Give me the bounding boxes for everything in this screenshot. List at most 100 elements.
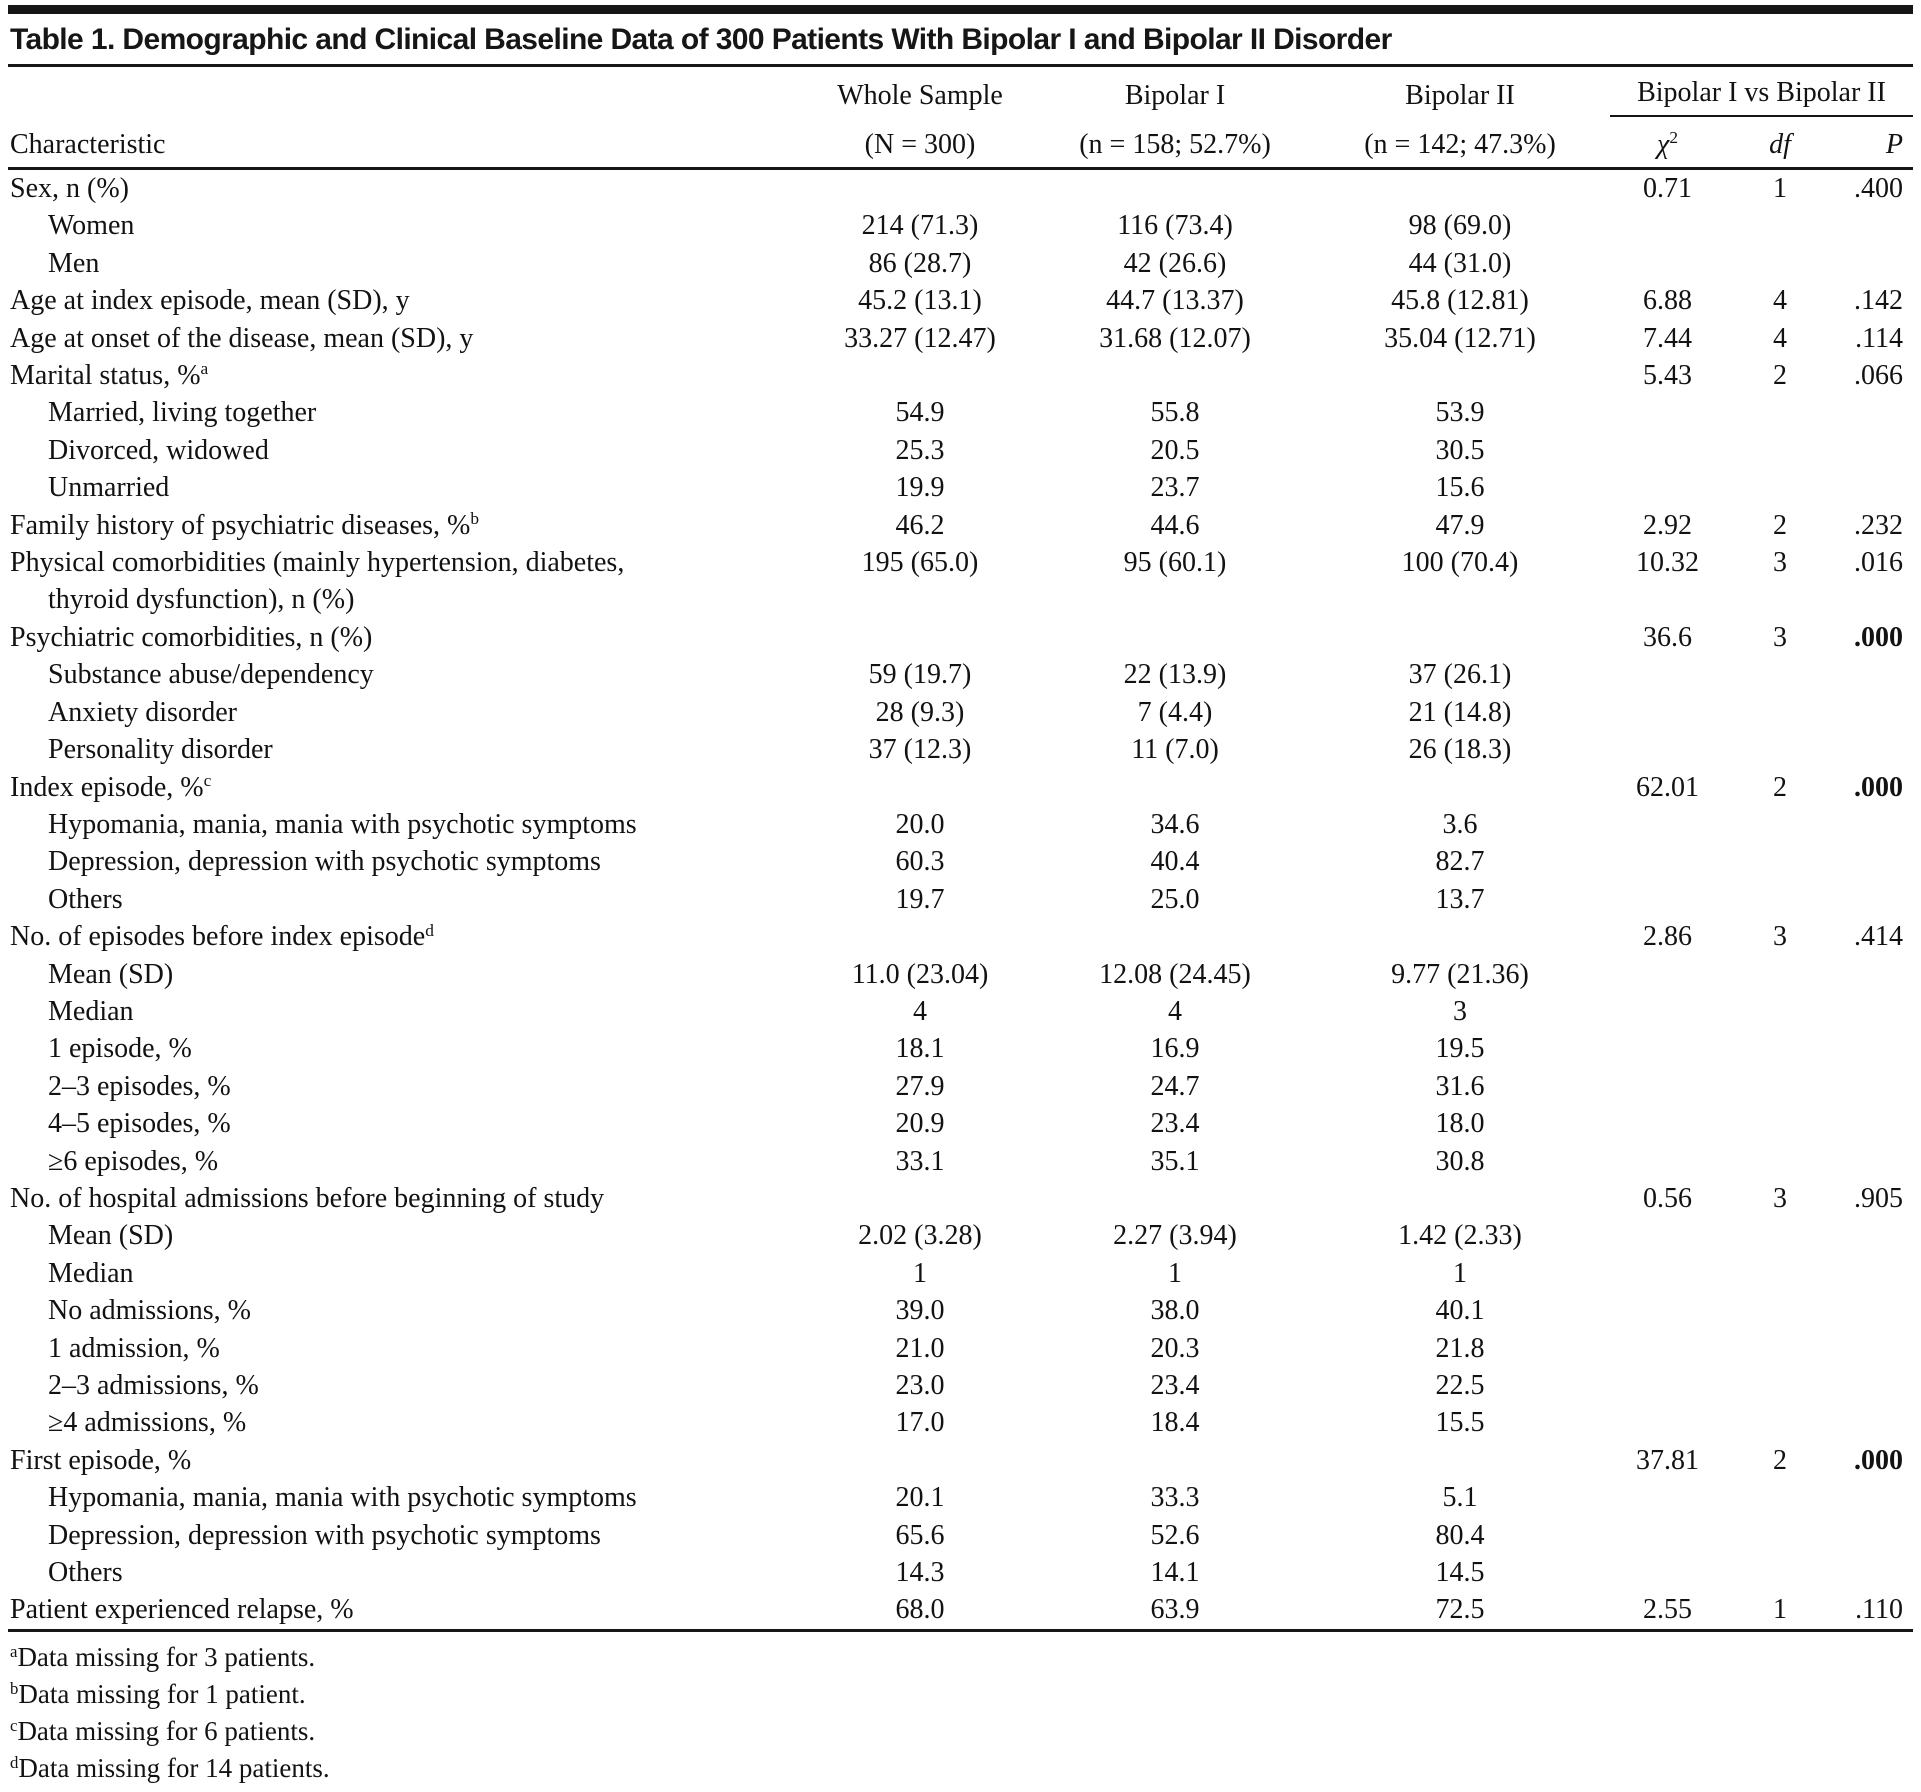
bipolar1-cell: 95 (60.1) <box>1123 547 1227 579</box>
bipolar2-cell: 9.77 (21.36) <box>1391 958 1529 990</box>
characteristic-cell: Mean (SD) <box>48 958 174 990</box>
whole-sample-cell: 14.3 <box>895 1557 945 1589</box>
whole-sample-cell: 4 <box>913 995 927 1027</box>
header-row-columns: Characteristic (N = 300) (n = 158; 52.7%… <box>8 116 1914 170</box>
bipolar2-cell <box>1310 1180 1610 1217</box>
whole-sample-cell: 195 (65.0) <box>861 547 979 579</box>
table-row: Family history of psychiatric diseases, … <box>8 507 1913 544</box>
chi-square-cell: 2.86 <box>1643 921 1692 953</box>
p-value-cell: .905 <box>1854 1182 1904 1214</box>
table-row: 2–3 admissions, % 23.0 23.4 22.5 <box>8 1367 1913 1404</box>
p-value-cell <box>1835 956 1913 993</box>
whole-sample-cell: 23.0 <box>895 1370 945 1401</box>
chi-square-cell: 2.55 <box>1643 1594 1692 1626</box>
p-value-cell: .016 <box>1854 547 1904 579</box>
chi-square-cell <box>1610 881 1725 918</box>
table-row: ≥6 episodes, % 33.1 35.1 30.8 <box>8 1143 1913 1180</box>
table-row: No admissions, % 39.0 38.0 40.1 <box>8 1292 1913 1329</box>
header-df: df <box>1725 116 1835 170</box>
whole-sample-cell <box>800 169 1040 208</box>
footnote-marker: a <box>200 359 209 379</box>
df-cell <box>1725 656 1835 693</box>
bipolar2-cell: 1 <box>1453 1257 1467 1289</box>
table-row: 2–3 episodes, % 27.9 24.7 31.6 <box>8 1068 1913 1105</box>
table-row: Anxiety disorder 28 (9.3) 7 (4.4) 21 (14.8) <box>8 694 1913 731</box>
bipolar1-cell: 20.3 <box>1150 1332 1200 1364</box>
df-cell <box>1725 694 1835 731</box>
bipolar1-cell: 34.6 <box>1150 808 1200 840</box>
characteristic-cell: Age at onset of the disease, mean (SD), … <box>10 322 474 354</box>
bipolar2-cell: 82.7 <box>1435 846 1485 878</box>
bipolar1-cell: 12.08 (24.45) <box>1099 958 1251 990</box>
table-row: ≥4 admissions, % 17.0 18.4 15.5 <box>8 1404 1913 1441</box>
whole-sample-cell: 19.9 <box>895 472 945 504</box>
df-cell <box>1725 1404 1835 1441</box>
df-cell <box>1725 207 1835 244</box>
df-cell: 1 <box>1773 1594 1787 1626</box>
chi-square-cell <box>1610 1330 1725 1367</box>
whole-sample-cell: 21.0 <box>895 1332 945 1364</box>
chi-square-cell: 36.6 <box>1643 621 1692 653</box>
header-bipolar2-line1: Bipolar II <box>1405 80 1515 111</box>
p-value-cell: .114 <box>1855 322 1904 354</box>
bipolar1-cell <box>1040 357 1310 394</box>
bipolar1-cell: 16.9 <box>1150 1033 1200 1065</box>
df-cell: 4 <box>1773 322 1787 354</box>
bipolar2-cell: 45.8 (12.81) <box>1391 285 1529 317</box>
whole-sample-cell: 65.6 <box>895 1519 945 1551</box>
bipolar2-cell: 100 (70.4) <box>1401 547 1519 579</box>
bipolar1-cell: 22 (13.9) <box>1123 659 1227 691</box>
bipolar2-cell: 3.6 <box>1442 808 1478 840</box>
bipolar1-cell: 38.0 <box>1150 1295 1200 1327</box>
df-cell <box>1725 1479 1835 1516</box>
df-cell <box>1725 806 1835 843</box>
bipolar2-cell: 40.1 <box>1435 1295 1485 1327</box>
table-row: 4–5 episodes, % 20.9 23.4 18.0 <box>8 1105 1913 1142</box>
df-cell <box>1725 1068 1835 1105</box>
whole-sample-cell: 60.3 <box>895 846 945 878</box>
header-p: P <box>1835 116 1914 170</box>
characteristic-cell: First episode, % <box>10 1444 192 1476</box>
table-row: First episode, % 37.81 2 .000 <box>8 1442 1913 1479</box>
whole-sample-cell <box>800 1180 1040 1217</box>
chi-square-cell: 10.32 <box>1636 547 1699 579</box>
df-cell <box>1725 1367 1835 1404</box>
footnote: cData missing for 6 patients. <box>10 1715 316 1746</box>
df-cell <box>1725 469 1835 506</box>
df-cell: 3 <box>1773 1182 1787 1214</box>
characteristic-cell: No admissions, % <box>48 1295 251 1327</box>
df-cell <box>1725 245 1835 282</box>
header-whole-sample-line2: (N = 300) <box>800 116 1040 170</box>
table-row: Age at index episode, mean (SD), y 45.2 (… <box>8 282 1913 319</box>
bipolar2-cell: 30.5 <box>1435 434 1485 466</box>
bipolar2-cell <box>1310 619 1610 656</box>
characteristic-cell: Index episode, %c <box>10 770 212 803</box>
df-cell: 4 <box>1773 285 1787 317</box>
header-comparison-label: Bipolar I vs Bipolar II <box>1610 67 1914 117</box>
bipolar1-cell: 116 (73.4) <box>1117 210 1233 242</box>
bipolar2-cell: 30.8 <box>1435 1145 1485 1177</box>
whole-sample-cell: 54.9 <box>895 397 945 429</box>
characteristic-cell: Patient experienced relapse, % <box>10 1594 354 1626</box>
table-row: Women 214 (71.3) 116 (73.4) 98 (69.0) <box>8 207 1913 244</box>
df-cell <box>1725 1330 1835 1367</box>
whole-sample-cell <box>800 357 1040 394</box>
chi-square-cell <box>1610 1292 1725 1329</box>
p-value-cell <box>1835 245 1913 282</box>
table-row: Hypomania, mania, mania with psychotic s… <box>8 1479 1913 1516</box>
df-cell <box>1725 843 1835 880</box>
characteristic-cell: Psychiatric comorbidities, n (%) <box>10 621 373 653</box>
table-row: No. of episodes before index episoded 2.8… <box>8 918 1913 955</box>
bipolar2-cell <box>1310 357 1610 394</box>
header-bipolar1-line2: (n = 158; 52.7%) <box>1040 116 1310 170</box>
characteristic-cell: Median <box>48 1257 134 1289</box>
bipolar1-cell: 18.4 <box>1150 1407 1200 1439</box>
df-cell <box>1725 432 1835 469</box>
whole-sample-cell: 19.7 <box>895 883 945 915</box>
table-row: Psychiatric comorbidities, n (%) 36.6 3 .00… <box>8 619 1913 656</box>
characteristic-cell: 4–5 episodes, % <box>48 1108 231 1140</box>
characteristic-cell: Median <box>48 995 134 1027</box>
bipolar1-cell: 7 (4.4) <box>1137 696 1213 728</box>
characteristic-cell: Women <box>48 210 135 242</box>
p-value-cell: .414 <box>1854 921 1904 953</box>
